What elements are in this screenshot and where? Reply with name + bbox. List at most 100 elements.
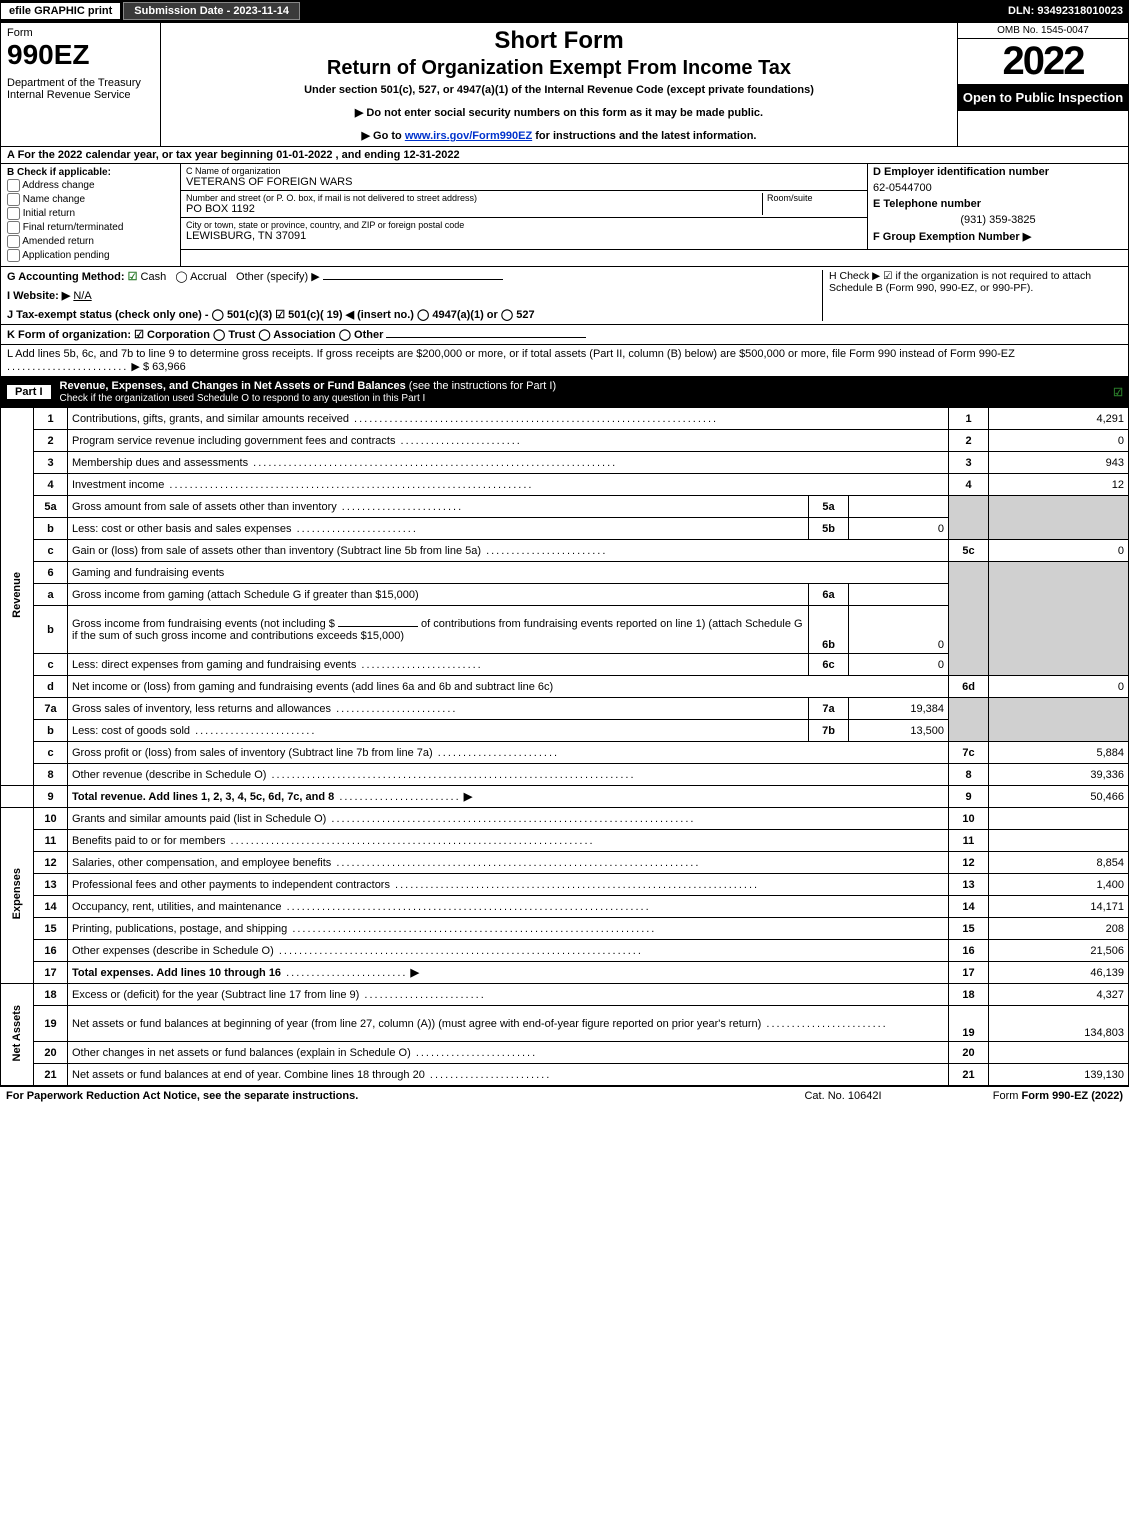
i-row: I Website: ▶ N/A — [7, 289, 822, 302]
section-l: L Add lines 5b, 6c, and 7b to line 9 to … — [0, 345, 1129, 377]
ln-5c: c — [34, 540, 68, 562]
section-k: K Form of organization: ☑ Corporation ◯ … — [0, 325, 1129, 345]
ln-11: 11 — [34, 830, 68, 852]
b-opt-5-txt: Application pending — [22, 250, 109, 261]
b-opt-pending[interactable]: Application pending — [7, 249, 174, 262]
tax-year: 2022 — [958, 39, 1128, 84]
ln-13-desc: Professional fees and other payments to … — [72, 879, 390, 891]
b-opt-initial[interactable]: Initial return — [7, 207, 174, 220]
ln-7b-sv: 13,500 — [849, 720, 949, 742]
ln-6a-sv — [849, 584, 949, 606]
section-cdef: C Name of organization VETERANS OF FOREI… — [181, 164, 1128, 266]
ln-6d-desc: Net income or (loss) from gaming and fun… — [72, 681, 553, 693]
g-cash: Cash — [141, 271, 167, 283]
chk-name-change[interactable] — [7, 193, 20, 206]
h-text: H Check ▶ ☑ if the organization is not r… — [829, 270, 1091, 294]
b-opt-0-txt: Address change — [22, 180, 94, 191]
ln-20: 20 — [34, 1042, 68, 1064]
ln-13: 13 — [34, 874, 68, 896]
part-1-check-icon: ☑ — [1113, 386, 1123, 399]
ln-6a-sn: 6a — [809, 584, 849, 606]
ln-15-val: 208 — [989, 918, 1129, 940]
ln-7b-sn: 7b — [809, 720, 849, 742]
b-opt-address[interactable]: Address change — [7, 179, 174, 192]
ln-6c: c — [34, 654, 68, 676]
efile-print-button[interactable]: efile GRAPHIC print — [0, 2, 121, 20]
ln-8-val: 39,336 — [989, 764, 1129, 786]
ln-3-num: 3 — [949, 452, 989, 474]
header-center: Short Form Return of Organization Exempt… — [161, 23, 958, 146]
ln-5c-desc: Gain or (loss) from sale of assets other… — [72, 545, 481, 557]
ln-18-num: 18 — [949, 984, 989, 1006]
b-label: B Check if applicable: — [7, 167, 111, 178]
ln-6d-val: 0 — [989, 676, 1129, 698]
part-1-title: Revenue, Expenses, and Changes in Net As… — [60, 380, 406, 392]
ln-1: 1 — [34, 408, 68, 430]
ln-9-val: 50,466 — [989, 786, 1129, 808]
note-goto-pre: ▶ Go to — [362, 130, 405, 142]
chk-final-return[interactable] — [7, 221, 20, 234]
ln-11-desc: Benefits paid to or for members — [72, 835, 225, 847]
section-h: H Check ▶ ☑ if the organization is not r… — [822, 270, 1122, 321]
ln-21-num: 21 — [949, 1064, 989, 1086]
ln-20-val — [989, 1042, 1129, 1064]
ln-20-desc: Other changes in net assets or fund bala… — [72, 1047, 411, 1059]
form-number: 990EZ — [7, 39, 154, 71]
part-1-header: Part I Revenue, Expenses, and Changes in… — [0, 377, 1129, 407]
ln-17: 17 — [34, 962, 68, 984]
shade-7ab-v — [989, 698, 1129, 742]
title-short-form: Short Form — [167, 27, 951, 55]
j-text: J Tax-exempt status (check only one) - ◯… — [7, 309, 535, 321]
section-b-through-f: B Check if applicable: Address change Na… — [0, 164, 1129, 267]
b-opt-final[interactable]: Final return/terminated — [7, 221, 174, 234]
ln-6d: d — [34, 676, 68, 698]
chk-address-change[interactable] — [7, 179, 20, 192]
footer: For Paperwork Reduction Act Notice, see … — [0, 1086, 1129, 1105]
chk-application-pending[interactable] — [7, 249, 20, 262]
ln-6b-desc1: Gross income from fundraising events (no… — [72, 618, 335, 630]
ln-19: 19 — [34, 1006, 68, 1042]
ln-7c: c — [34, 742, 68, 764]
open-inspection-box: Open to Public Inspection — [958, 84, 1128, 111]
ln-15: 15 — [34, 918, 68, 940]
chk-initial-return[interactable] — [7, 207, 20, 220]
ln-1-num: 1 — [949, 408, 989, 430]
g-lbl: G Accounting Method: — [7, 271, 125, 283]
part-1-check-line: Check if the organization used Schedule … — [60, 393, 426, 404]
section-b: B Check if applicable: Address change Na… — [1, 164, 181, 266]
ln-8: 8 — [34, 764, 68, 786]
e-tel: (931) 359-3825 — [873, 214, 1123, 226]
ln-14-desc: Occupancy, rent, utilities, and maintena… — [72, 901, 282, 913]
irs-link[interactable]: www.irs.gov/Form990EZ — [405, 130, 532, 142]
ln-5c-val: 0 — [989, 540, 1129, 562]
note-goto-post: for instructions and the latest informat… — [532, 130, 756, 142]
submission-date-button[interactable]: Submission Date - 2023-11-14 — [123, 2, 300, 20]
ln-6a-desc: Gross income from gaming (attach Schedul… — [72, 589, 419, 601]
j-row: J Tax-exempt status (check only one) - ◯… — [7, 308, 822, 321]
shade-5ab — [949, 496, 989, 540]
ln-17-val: 46,139 — [989, 962, 1129, 984]
ln-11-num: 11 — [949, 830, 989, 852]
g-row: G Accounting Method: ☑ Cash ◯ Accrual Ot… — [7, 270, 822, 283]
part-1-label: Part I — [6, 384, 52, 400]
ln-7c-val: 5,884 — [989, 742, 1129, 764]
ln-11-val — [989, 830, 1129, 852]
ln-7b-desc: Less: cost of goods sold — [72, 725, 190, 737]
ln-7a-sn: 7a — [809, 698, 849, 720]
f-grp-lbl: F Group Exemption Number ▶ — [873, 231, 1031, 243]
chk-amended-return[interactable] — [7, 235, 20, 248]
ln-15-desc: Printing, publications, postage, and shi… — [72, 923, 287, 935]
ln-6b: b — [34, 606, 68, 654]
g-accrual: Accrual — [190, 271, 227, 283]
b-opt-amended[interactable]: Amended return — [7, 235, 174, 248]
ln-4-val: 12 — [989, 474, 1129, 496]
ln-2-val: 0 — [989, 430, 1129, 452]
b-opt-3-txt: Final return/terminated — [23, 222, 124, 233]
ln-6-desc: Gaming and fundraising events — [68, 562, 949, 584]
ln-5b: b — [34, 518, 68, 540]
g-cash-check-icon: ☑ — [128, 271, 138, 283]
ln-19-num: 19 — [949, 1006, 989, 1042]
ln-19-val: 134,803 — [989, 1006, 1129, 1042]
ln-17-num: 17 — [949, 962, 989, 984]
b-opt-name[interactable]: Name change — [7, 193, 174, 206]
